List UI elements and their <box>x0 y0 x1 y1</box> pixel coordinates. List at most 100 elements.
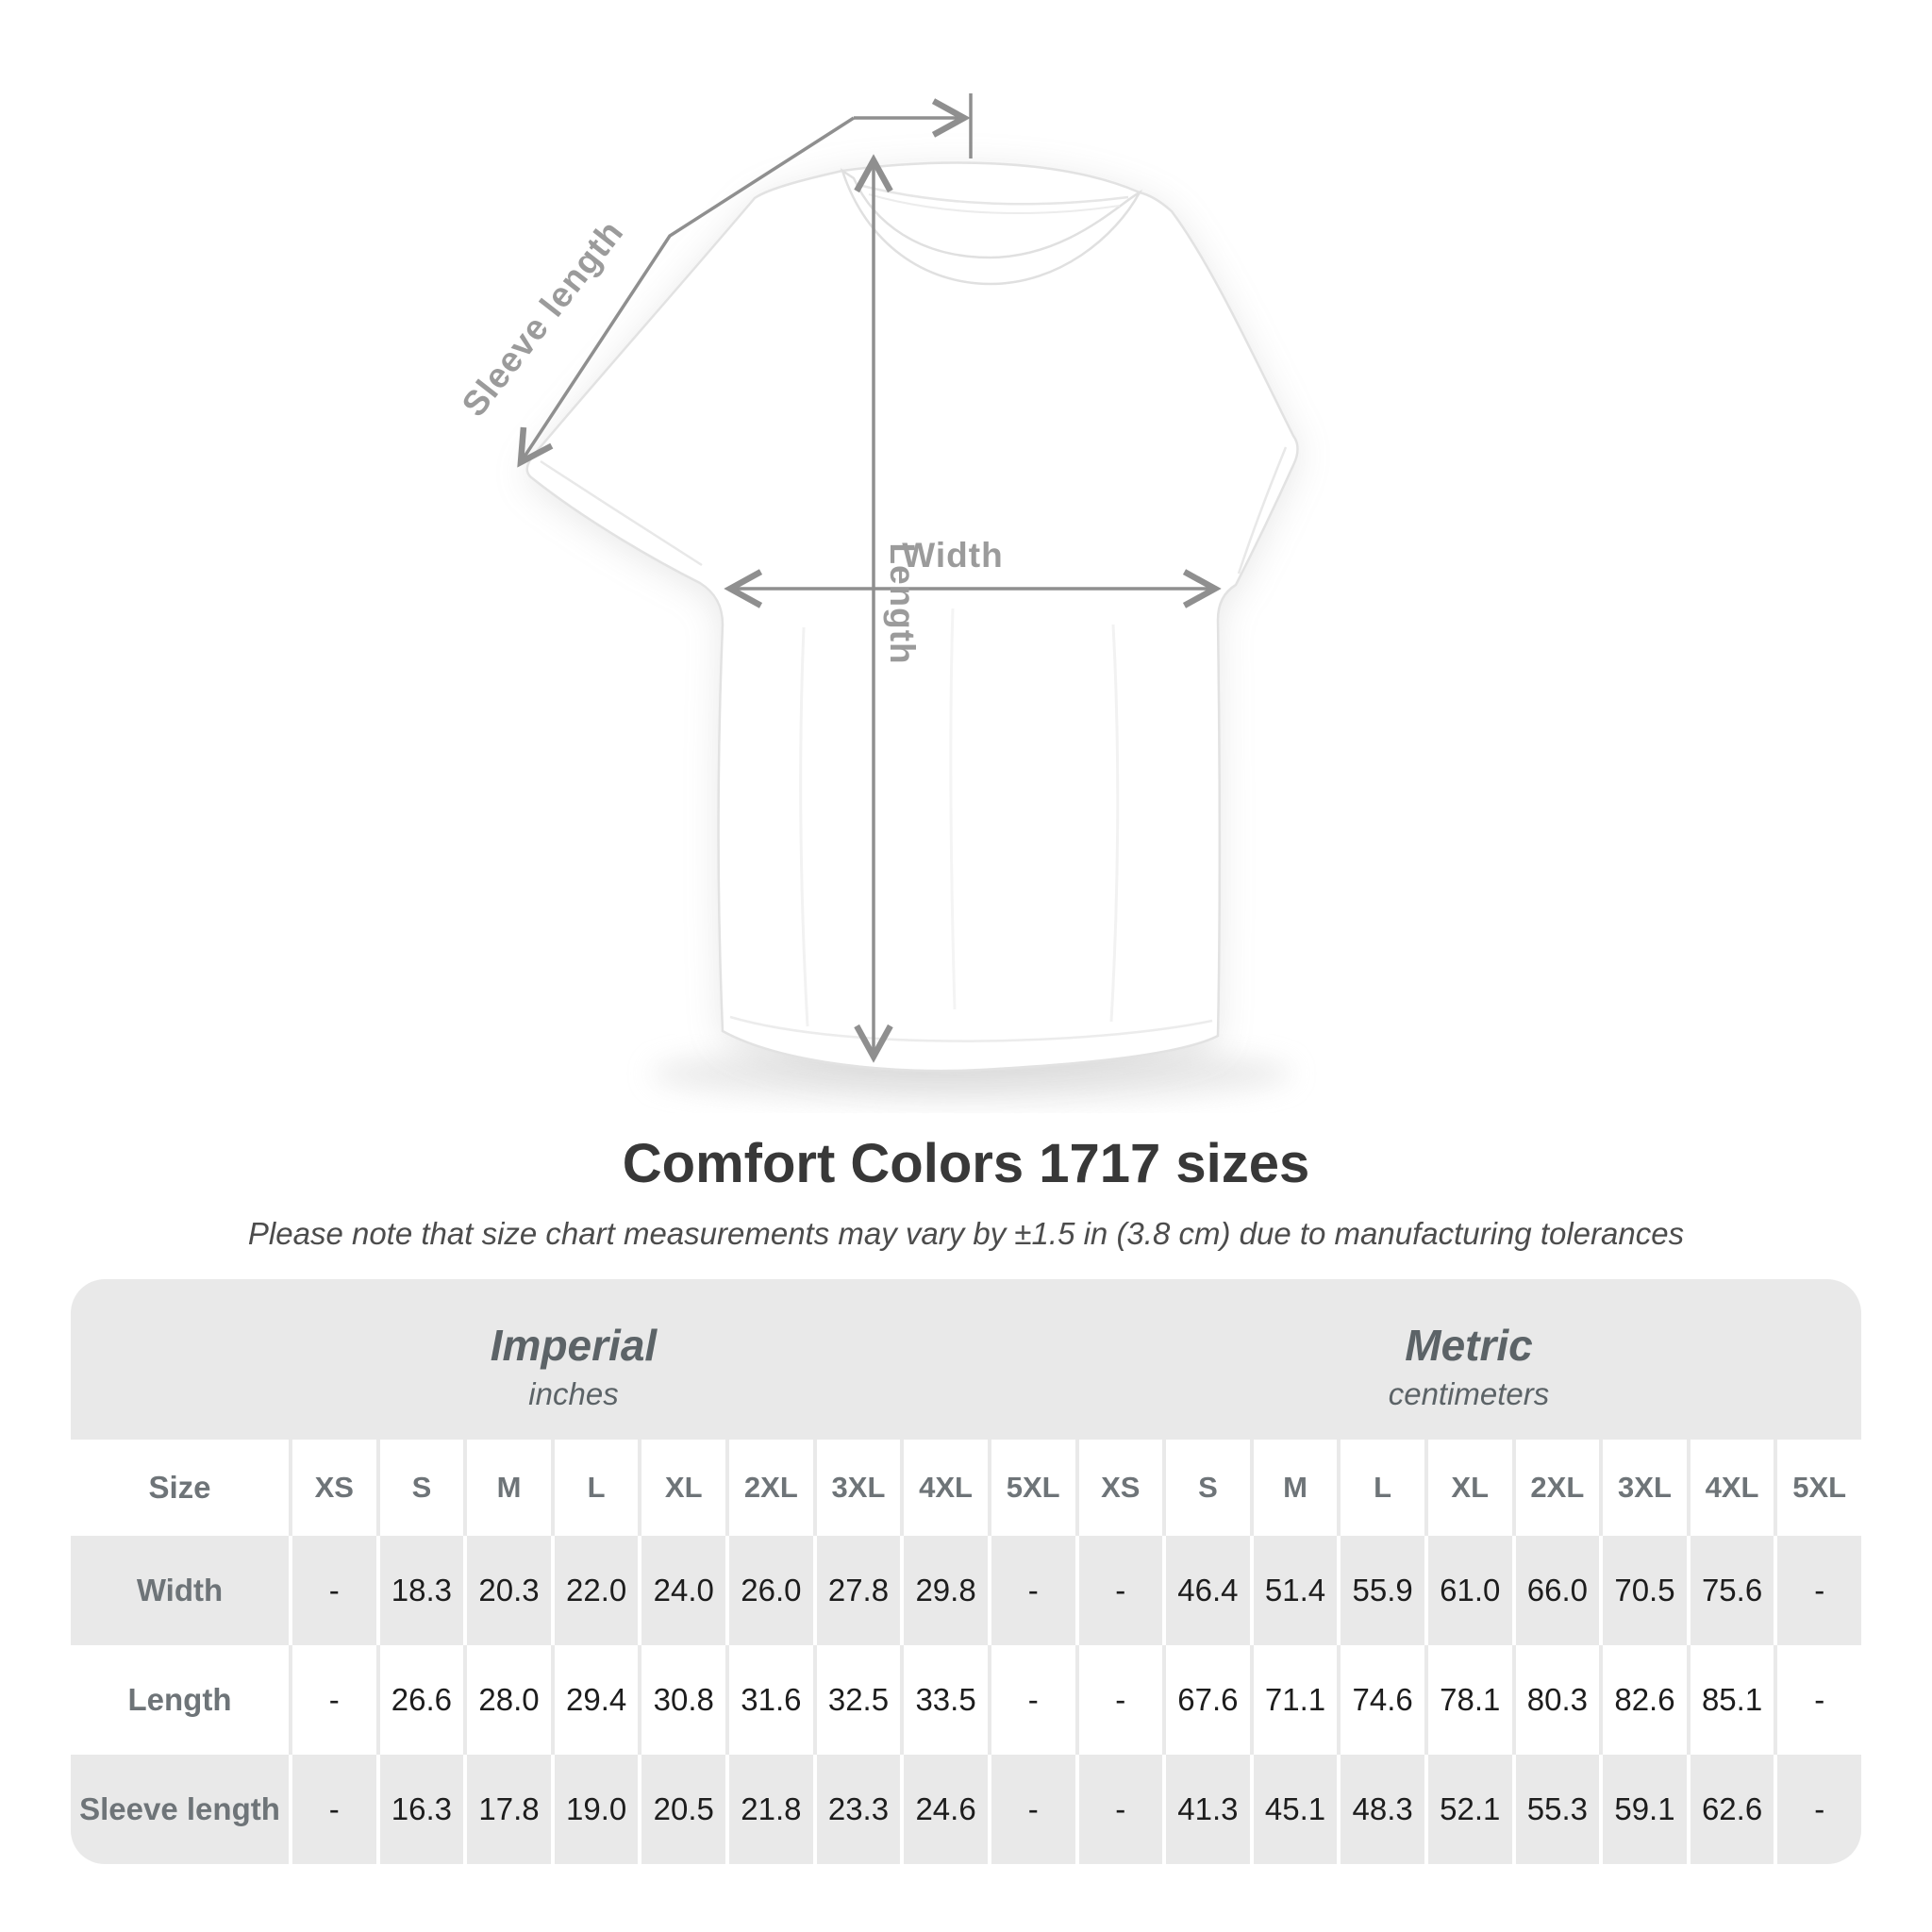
caption-block: Comfort Colors 1717 sizes Please note th… <box>0 1132 1932 1252</box>
size-value-cell: 30.8 <box>641 1645 726 1755</box>
size-value-cell: 80.3 <box>1515 1645 1600 1755</box>
size-value-cell: 71.1 <box>1253 1645 1338 1755</box>
size-value-cell: - <box>991 1536 1075 1645</box>
size-value-cell: 85.1 <box>1690 1645 1774 1755</box>
size-value-cell: 22.0 <box>554 1536 639 1645</box>
size-value-cell: 31.6 <box>729 1645 813 1755</box>
hem-seam <box>729 1015 1213 1042</box>
unit-header-band: Imperial inches Metric centimeters <box>71 1279 1861 1440</box>
size-col-header: 3XL <box>816 1440 901 1536</box>
size-value-cell: 26.6 <box>379 1645 464 1755</box>
size-value-cell: - <box>1777 1645 1861 1755</box>
size-col-header: S <box>379 1440 464 1536</box>
imperial-header: Imperial inches <box>71 1279 1076 1440</box>
right-cuff-seam <box>1237 446 1288 575</box>
size-col-header: 2XL <box>729 1440 813 1536</box>
size-value-cell: 33.5 <box>904 1645 988 1755</box>
size-col-header: XL <box>641 1440 726 1536</box>
size-value-cell: 78.1 <box>1427 1645 1512 1755</box>
size-value-cell: 29.8 <box>904 1536 988 1645</box>
fabric-fold <box>799 626 809 1027</box>
size-value-cell: 52.1 <box>1427 1755 1512 1864</box>
width-label: Width <box>902 536 1003 575</box>
measurement-row-label: Length <box>71 1645 289 1755</box>
page-subtitle: Please note that size chart measurements… <box>247 1216 1685 1251</box>
table-row: Width -18.3 20.3 22.0 24.0 26.0 27.8 29.8- -46.4… <box>71 1536 1861 1645</box>
sleeve-length-annotation <box>521 93 973 462</box>
imperial-unit: inches <box>528 1375 619 1411</box>
size-value-cell: 61.0 <box>1427 1536 1512 1645</box>
size-value-cell: 24.0 <box>641 1536 726 1645</box>
size-value-cell: 46.4 <box>1166 1536 1250 1645</box>
size-value-cell: - <box>1777 1536 1861 1645</box>
size-value-cell: - <box>292 1755 376 1864</box>
size-value-cell: - <box>1777 1755 1861 1864</box>
size-value-cell: 82.6 <box>1603 1645 1687 1755</box>
metric-unit: centimeters <box>1388 1375 1550 1411</box>
fabric-fold <box>949 608 957 1010</box>
size-col-header: 5XL <box>991 1440 1075 1536</box>
neck-seam-2 <box>868 193 1121 215</box>
size-value-cell: 59.1 <box>1603 1755 1687 1864</box>
size-col-header: L <box>554 1440 639 1536</box>
size-value-cell: 23.3 <box>816 1755 901 1864</box>
size-value-cell: 21.8 <box>729 1755 813 1864</box>
size-value-cell: 55.3 <box>1515 1755 1600 1864</box>
table-rows: Size XS S M L XL 2XL 3XL 4XL 5XL XS S M L XL 2XL 3XL 4XL 5… <box>71 1440 1861 1864</box>
size-value-cell: - <box>1078 1645 1163 1755</box>
size-value-cell: 20.3 <box>467 1536 551 1645</box>
size-value-cell: 26.0 <box>729 1536 813 1645</box>
size-value-cell: 27.8 <box>816 1536 901 1645</box>
size-value-cell: - <box>991 1755 1075 1864</box>
size-value-cell: 29.4 <box>554 1645 639 1755</box>
size-value-cell: 32.5 <box>816 1645 901 1755</box>
size-value-cell: 70.5 <box>1603 1536 1687 1645</box>
size-value-cell: 16.3 <box>379 1755 464 1864</box>
size-value-cell: 20.5 <box>641 1755 726 1864</box>
size-col-header: S <box>1166 1440 1250 1536</box>
left-cuff-seam <box>540 459 703 567</box>
size-value-cell: 55.9 <box>1341 1536 1424 1645</box>
page-title: Comfort Colors 1717 sizes <box>622 1133 1310 1194</box>
size-value-cell: 74.6 <box>1341 1645 1424 1755</box>
collar <box>840 167 1143 286</box>
size-table: Imperial inches Metric centimeters Size X… <box>71 1279 1861 1864</box>
measurement-row-label: Width <box>71 1536 289 1645</box>
size-value-cell: - <box>1078 1536 1163 1645</box>
size-value-cell: 41.3 <box>1166 1755 1250 1864</box>
tshirt-diagram-svg: Sleeve length Length Width <box>455 93 1299 1102</box>
size-column-header: Size <box>71 1440 289 1536</box>
size-col-header: XS <box>1078 1440 1163 1536</box>
size-value-cell: 66.0 <box>1515 1536 1600 1645</box>
size-value-cell: 18.3 <box>379 1536 464 1645</box>
size-col-header: XL <box>1427 1440 1512 1536</box>
size-value-cell: 51.4 <box>1253 1536 1338 1645</box>
size-value-cell: - <box>991 1645 1075 1755</box>
size-col-header: 5XL <box>1777 1440 1861 1536</box>
tshirt-measurement-diagram: Sleeve length Length Width <box>455 93 1299 1102</box>
size-value-cell: 67.6 <box>1166 1645 1250 1755</box>
tshirt-graphic <box>525 161 1299 1073</box>
fabric-fold <box>1109 624 1120 1023</box>
metric-title: Metric <box>1405 1321 1533 1370</box>
size-value-cell: 17.8 <box>467 1755 551 1864</box>
size-col-header: 4XL <box>1690 1440 1774 1536</box>
length-label: Length <box>883 542 922 664</box>
size-value-cell: - <box>292 1536 376 1645</box>
table-row: Sleeve length -16.3 17.8 19.0 20.5 21.8 23.3 24… <box>71 1755 1861 1864</box>
size-value-cell: 19.0 <box>554 1755 639 1864</box>
size-value-cell: 75.6 <box>1690 1536 1774 1645</box>
tshirt-body <box>525 161 1299 1073</box>
size-value-cell: - <box>292 1645 376 1755</box>
measurement-row-label: Sleeve length <box>71 1755 289 1864</box>
size-col-header: XS <box>292 1440 376 1536</box>
size-value-cell: 48.3 <box>1341 1755 1424 1864</box>
size-col-header: 2XL <box>1515 1440 1600 1536</box>
metric-header: Metric centimeters <box>1076 1279 1861 1440</box>
size-value-cell: 45.1 <box>1253 1755 1338 1864</box>
size-value-cell: - <box>1078 1755 1163 1864</box>
size-col-header: 4XL <box>904 1440 988 1536</box>
size-col-header: M <box>467 1440 551 1536</box>
imperial-title: Imperial <box>490 1321 658 1370</box>
